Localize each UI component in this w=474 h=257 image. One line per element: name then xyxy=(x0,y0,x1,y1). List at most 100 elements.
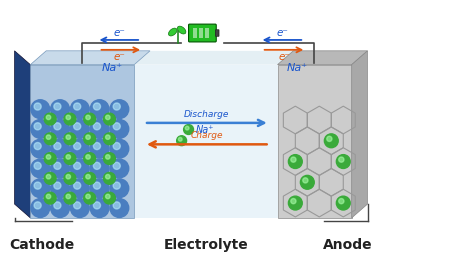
Circle shape xyxy=(84,133,96,145)
Text: Na⁺: Na⁺ xyxy=(102,62,123,72)
Circle shape xyxy=(73,123,81,130)
Text: Na⁺: Na⁺ xyxy=(195,125,214,134)
Circle shape xyxy=(93,103,100,110)
Circle shape xyxy=(54,202,61,209)
Text: Discharge: Discharge xyxy=(184,110,229,119)
Circle shape xyxy=(46,155,51,159)
Circle shape xyxy=(113,142,120,150)
Text: e⁻: e⁻ xyxy=(113,28,125,38)
FancyBboxPatch shape xyxy=(189,24,216,42)
Circle shape xyxy=(113,182,120,189)
Circle shape xyxy=(113,202,120,209)
Circle shape xyxy=(34,162,41,169)
Circle shape xyxy=(51,120,69,138)
FancyBboxPatch shape xyxy=(216,30,219,36)
Circle shape xyxy=(339,198,344,204)
Circle shape xyxy=(90,159,109,178)
Polygon shape xyxy=(278,65,352,218)
Circle shape xyxy=(46,115,51,120)
Circle shape xyxy=(31,120,50,138)
Ellipse shape xyxy=(168,28,177,36)
Circle shape xyxy=(66,194,71,199)
Circle shape xyxy=(44,133,56,145)
Circle shape xyxy=(90,179,109,198)
Polygon shape xyxy=(30,65,134,218)
Circle shape xyxy=(90,199,109,217)
Circle shape xyxy=(84,153,96,164)
Circle shape xyxy=(90,120,109,138)
Text: Charge: Charge xyxy=(191,131,223,140)
Circle shape xyxy=(44,153,56,164)
Circle shape xyxy=(183,125,193,134)
Circle shape xyxy=(54,142,61,150)
Circle shape xyxy=(34,142,41,150)
Polygon shape xyxy=(278,51,367,65)
Circle shape xyxy=(31,199,50,217)
Circle shape xyxy=(103,192,115,204)
Circle shape xyxy=(288,196,302,210)
Circle shape xyxy=(303,178,308,183)
Text: e⁻: e⁻ xyxy=(113,52,125,62)
Circle shape xyxy=(31,139,50,158)
Circle shape xyxy=(324,134,338,148)
Text: e⁻: e⁻ xyxy=(279,52,291,62)
Circle shape xyxy=(93,123,100,130)
Circle shape xyxy=(34,202,41,209)
Circle shape xyxy=(71,139,89,158)
Circle shape xyxy=(46,135,51,139)
Circle shape xyxy=(110,199,129,217)
Circle shape xyxy=(301,175,314,189)
Circle shape xyxy=(86,115,90,120)
Circle shape xyxy=(337,196,350,210)
Circle shape xyxy=(178,137,182,141)
Circle shape xyxy=(66,115,71,120)
Circle shape xyxy=(64,133,76,145)
Circle shape xyxy=(66,175,71,179)
Circle shape xyxy=(103,113,115,125)
Circle shape xyxy=(86,155,90,159)
Circle shape xyxy=(46,175,51,179)
Circle shape xyxy=(86,175,90,179)
Circle shape xyxy=(71,199,89,217)
Circle shape xyxy=(177,136,187,146)
Circle shape xyxy=(185,126,189,130)
Circle shape xyxy=(93,202,100,209)
Circle shape xyxy=(73,182,81,189)
Circle shape xyxy=(110,179,129,198)
Circle shape xyxy=(71,120,89,138)
Circle shape xyxy=(84,192,96,204)
Circle shape xyxy=(113,162,120,169)
Circle shape xyxy=(64,172,76,184)
Circle shape xyxy=(337,155,350,169)
Circle shape xyxy=(93,182,100,189)
Circle shape xyxy=(66,155,71,159)
Circle shape xyxy=(51,139,69,158)
Circle shape xyxy=(106,175,110,179)
Circle shape xyxy=(90,139,109,158)
Circle shape xyxy=(86,135,90,139)
Circle shape xyxy=(106,155,110,159)
Circle shape xyxy=(64,113,76,125)
Circle shape xyxy=(73,162,81,169)
Circle shape xyxy=(54,182,61,189)
Bar xyxy=(200,27,203,39)
Text: e⁻: e⁻ xyxy=(276,28,288,38)
Polygon shape xyxy=(134,65,278,218)
Circle shape xyxy=(327,136,332,142)
Circle shape xyxy=(93,162,100,169)
Circle shape xyxy=(54,123,61,130)
Circle shape xyxy=(110,120,129,138)
Circle shape xyxy=(34,123,41,130)
Circle shape xyxy=(113,103,120,110)
Circle shape xyxy=(93,142,100,150)
Circle shape xyxy=(339,157,344,162)
Circle shape xyxy=(113,123,120,130)
Circle shape xyxy=(64,192,76,204)
Bar xyxy=(193,27,198,39)
Circle shape xyxy=(31,100,50,118)
Circle shape xyxy=(291,157,296,162)
Bar xyxy=(205,27,210,39)
Circle shape xyxy=(90,100,109,118)
Circle shape xyxy=(51,199,69,217)
Circle shape xyxy=(51,179,69,198)
